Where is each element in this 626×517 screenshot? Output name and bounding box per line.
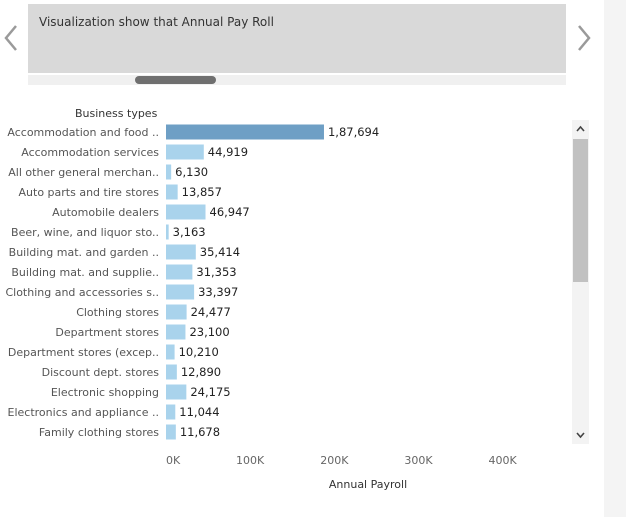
bar[interactable]	[166, 304, 187, 320]
category-label: Electronics and appliance ..	[8, 406, 159, 419]
bar[interactable]	[166, 424, 176, 440]
caret-up-icon[interactable]	[572, 121, 589, 137]
bar[interactable]	[166, 384, 187, 400]
bar[interactable]	[166, 344, 175, 360]
value-label: 44,919	[208, 145, 248, 159]
chart-svg: Accommodation and food .. 1,87,694 Accommo…	[5, 124, 518, 467]
chart-scrollbar[interactable]	[572, 120, 589, 444]
value-label: 23,100	[189, 325, 229, 339]
category-label: Discount dept. stores	[42, 366, 160, 379]
bar[interactable]	[166, 164, 172, 180]
value-label: 12,890	[181, 365, 221, 379]
value-label: 46,947	[210, 205, 250, 219]
x-tick-label: 200K	[320, 454, 349, 467]
category-label: Building mat. and garden ..	[9, 246, 159, 259]
bar[interactable]	[166, 324, 186, 340]
y-axis-title: Business types	[75, 107, 158, 120]
bar[interactable]	[166, 284, 195, 300]
category-label: Beer, wine, and liquor sto..	[11, 226, 159, 239]
bar[interactable]	[166, 404, 176, 420]
value-label: 11,044	[179, 405, 219, 419]
category-label: All other general merchan..	[8, 166, 159, 179]
bar[interactable]	[166, 244, 196, 260]
x-tick-label: 400K	[489, 454, 518, 467]
chevron-right-icon[interactable]	[573, 22, 595, 54]
bar[interactable]	[166, 144, 204, 160]
value-label: 24,175	[190, 385, 230, 399]
chevron-left-icon[interactable]	[0, 22, 22, 54]
category-label: Accommodation services	[21, 146, 159, 159]
value-label: 6,130	[175, 165, 208, 179]
x-tick-label: 0K	[166, 454, 181, 467]
bar[interactable]	[166, 224, 169, 240]
category-label: Building mat. and supplie..	[11, 266, 159, 279]
value-label: 11,678	[180, 425, 220, 439]
value-label: 1,87,694	[328, 125, 379, 139]
category-label: Clothing and accessories s..	[5, 286, 159, 299]
value-label: 13,857	[182, 185, 222, 199]
bar[interactable]	[166, 364, 177, 380]
caption-text: Visualization show that Annual Pay Roll	[39, 15, 274, 29]
chart-scrollbar-thumb[interactable]	[573, 139, 588, 282]
value-label: 35,414	[200, 245, 240, 259]
bar[interactable]	[166, 204, 206, 220]
value-label: 10,210	[179, 345, 219, 359]
caption-scrollbar-thumb[interactable]	[135, 76, 216, 84]
bar[interactable]	[166, 124, 324, 140]
bar[interactable]	[166, 264, 193, 280]
category-label: Automobile dealers	[52, 206, 159, 219]
category-label: Accommodation and food ..	[7, 126, 159, 139]
value-label: 31,353	[196, 265, 236, 279]
value-label: 33,397	[198, 285, 238, 299]
value-label: 24,477	[191, 305, 231, 319]
caret-down-icon[interactable]	[572, 427, 589, 443]
category-label: Family clothing stores	[39, 426, 159, 439]
bar[interactable]	[166, 184, 178, 200]
category-label: Department stores (excep..	[8, 346, 159, 359]
category-label: Auto parts and tire stores	[19, 186, 160, 199]
x-axis-title: Annual Payroll	[328, 478, 408, 491]
x-tick-label: 100K	[236, 454, 265, 467]
bar-chart: Accommodation and food .. 1,87,694 Accommo…	[0, 100, 600, 517]
chart-canvas: Accommodation and food .. 1,87,694 Accommo…	[0, 100, 600, 517]
right-gutter	[604, 0, 626, 517]
x-tick-label: 300K	[404, 454, 433, 467]
category-label: Electronic shopping	[51, 386, 159, 399]
value-label: 3,163	[173, 225, 206, 239]
caption-scrollbar[interactable]	[28, 75, 566, 85]
caption-panel: Visualization show that Annual Pay Roll	[28, 4, 566, 73]
category-label: Department stores	[55, 326, 159, 339]
category-label: Clothing stores	[76, 306, 159, 319]
